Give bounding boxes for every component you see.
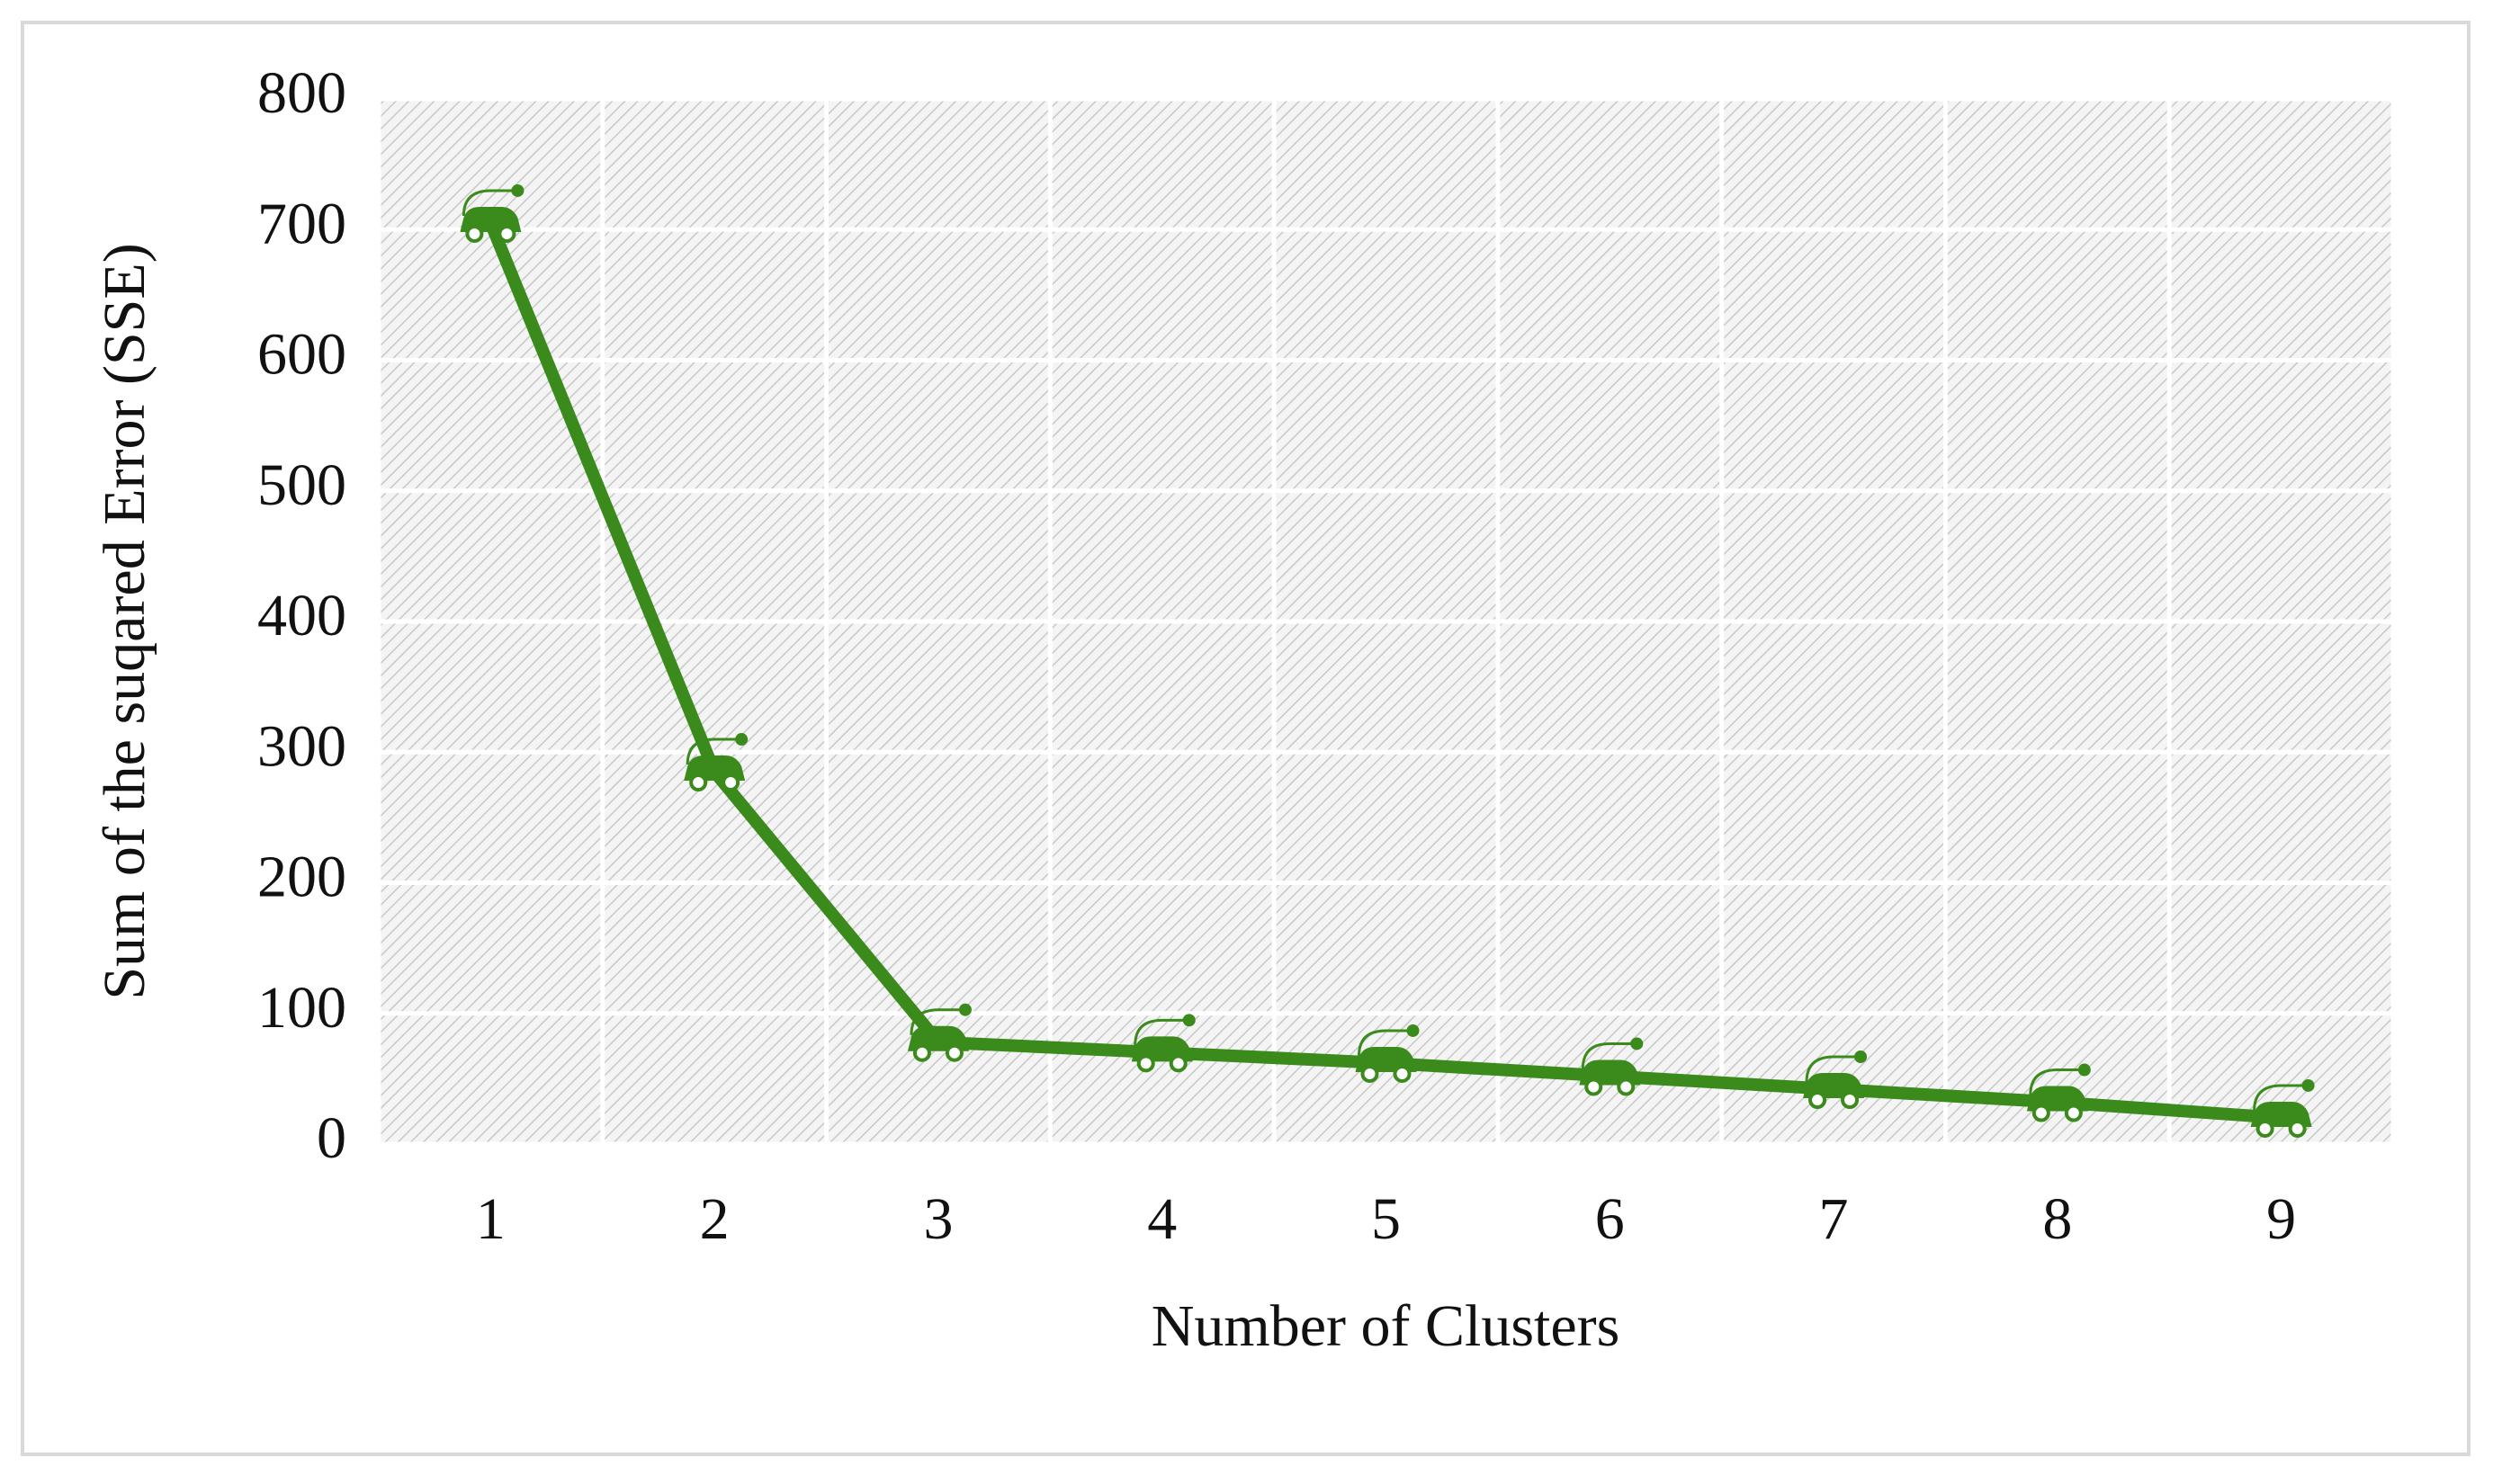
x-tick-label: 2 — [700, 1186, 730, 1252]
car-wheel — [1841, 1090, 1860, 1109]
car-arc — [1805, 1055, 1860, 1083]
car-arc — [1358, 1029, 1412, 1056]
car-arc — [1134, 1018, 1188, 1046]
car-marker — [684, 733, 749, 792]
car-wheel — [1617, 1077, 1636, 1096]
car-plug — [511, 183, 525, 197]
car-arc — [2253, 1084, 2307, 1112]
x-tick-label: 7 — [1819, 1186, 1849, 1252]
y-tick-label: 200 — [257, 845, 346, 910]
car-wheel — [2255, 1119, 2274, 1138]
car-wheel — [1584, 1077, 1603, 1096]
y-tick-label: 0 — [317, 1105, 346, 1171]
y-tick-label: 500 — [257, 452, 346, 518]
car-arc — [910, 1008, 964, 1035]
car-plug — [1854, 1050, 1868, 1063]
x-tick-label: 4 — [1147, 1186, 1177, 1252]
car-wheel — [912, 1043, 931, 1062]
y-tick-label: 300 — [257, 713, 346, 779]
y-axis-label: Sum of the suqared Error (SSE) — [92, 243, 157, 999]
car-arc — [462, 189, 516, 217]
car-marker — [907, 1003, 972, 1062]
car-wheel — [1808, 1090, 1827, 1109]
car-marker — [2026, 1063, 2091, 1122]
x-tick-label: 8 — [2042, 1186, 2072, 1252]
car-arc — [2029, 1068, 2083, 1095]
y-tick-label: 100 — [257, 975, 346, 1041]
x-axis-label: Number of Clusters — [1152, 1293, 1620, 1359]
car-wheel — [945, 1043, 964, 1062]
y-tick-label: 600 — [257, 322, 346, 388]
car-marker — [1579, 1037, 1644, 1096]
car-plug — [2077, 1063, 2091, 1077]
car-marker — [1131, 1014, 1196, 1073]
x-tick-label: 5 — [1371, 1186, 1401, 1252]
car-wheel — [1360, 1064, 1379, 1083]
car-marker — [2250, 1078, 2315, 1138]
car-wheel — [1393, 1064, 1412, 1083]
y-tick-label: 700 — [257, 191, 346, 256]
car-wheel — [1169, 1054, 1188, 1073]
car-wheel — [2288, 1119, 2307, 1138]
y-tick-label: 800 — [257, 60, 346, 126]
x-tick-label: 3 — [923, 1186, 953, 1252]
car-plug — [735, 733, 749, 746]
car-plug — [958, 1003, 972, 1016]
car-wheel — [498, 224, 516, 243]
car-wheel — [1136, 1054, 1155, 1073]
car-plug — [1182, 1014, 1196, 1027]
x-tick-label: 6 — [1595, 1186, 1625, 1252]
car-plug — [1630, 1037, 1644, 1050]
car-marker — [1803, 1050, 1868, 1109]
x-tick-label: 1 — [476, 1186, 506, 1252]
car-plug — [1406, 1024, 1420, 1037]
car-wheel — [465, 224, 484, 243]
car-wheel — [2031, 1104, 2050, 1122]
car-plug — [2301, 1078, 2315, 1092]
car-marker — [1355, 1024, 1420, 1083]
car-wheel — [722, 773, 740, 792]
car-arc — [686, 738, 740, 765]
car-arc — [1581, 1041, 1636, 1069]
x-tick-label: 9 — [2266, 1186, 2296, 1252]
car-wheel — [689, 773, 708, 792]
car-marker — [460, 183, 525, 243]
car-wheel — [2064, 1104, 2083, 1122]
y-tick-label: 400 — [257, 583, 346, 648]
